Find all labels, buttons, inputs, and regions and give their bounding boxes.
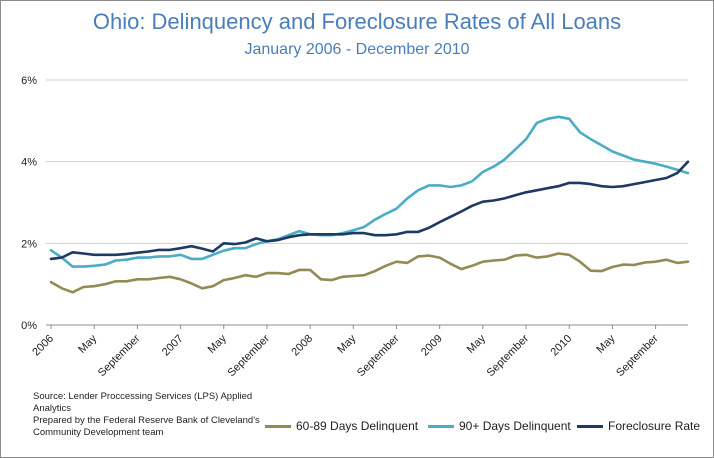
y-tick-label: 0% bbox=[21, 320, 37, 332]
series-line-foreclosure-rate bbox=[49, 160, 690, 261]
source-note: Source: Lender Proccessing Services (LPS… bbox=[33, 391, 293, 439]
legend-item-90-plus: 90+ Days Delinquent bbox=[428, 419, 571, 433]
source-line: Prepared by the Federal Reserve Bank of … bbox=[33, 415, 260, 426]
series-line-60-89-days bbox=[49, 252, 690, 294]
legend-label: Foreclosure Rate bbox=[608, 419, 701, 433]
x-tick-label: September bbox=[614, 332, 661, 379]
x-tick-label: 2008 bbox=[289, 333, 315, 359]
source-line: Analytics bbox=[33, 403, 72, 414]
x-tick-label: September bbox=[96, 332, 143, 379]
y-tick-label: 6% bbox=[21, 75, 37, 87]
x-tick-label: 2007 bbox=[160, 333, 186, 359]
y-tick-label: 4% bbox=[21, 157, 37, 169]
legend-swatch bbox=[577, 424, 603, 428]
source-line: Source: Lender Proccessing Services (LPS… bbox=[33, 391, 253, 402]
legend-label: 90+ Days Delinquent bbox=[459, 419, 571, 433]
source-line: Community Development team bbox=[33, 427, 164, 438]
x-tick-label: May bbox=[594, 332, 618, 356]
legend-item-foreclosure: Foreclosure Rate bbox=[577, 419, 700, 433]
x-tick-label: May bbox=[335, 332, 359, 356]
legend-item-60-89: 60-89 Days Delinquent bbox=[265, 419, 418, 433]
x-tick-label: 2006 bbox=[30, 333, 56, 359]
y-tick-label: 2% bbox=[21, 238, 37, 250]
legend-swatch bbox=[428, 424, 454, 428]
x-tick-label: May bbox=[206, 332, 230, 356]
chart-title: Ohio: Delinquency and Foreclosure Rates … bbox=[92, 9, 622, 34]
x-tick-label: May bbox=[465, 332, 489, 356]
chart-subtitle: January 2006 - December 2010 bbox=[244, 41, 470, 58]
legend-swatch bbox=[265, 424, 291, 428]
x-tick-label: 2009 bbox=[419, 333, 445, 359]
x-tick-label: September bbox=[226, 332, 273, 379]
x-tick-label: September bbox=[355, 332, 402, 379]
x-tick-label: 2010 bbox=[549, 333, 575, 359]
x-tick-label: September bbox=[485, 332, 532, 379]
legend-label: 60-89 Days Delinquent bbox=[296, 419, 419, 433]
x-tick-label: May bbox=[76, 332, 100, 356]
series-line-90-plus-days bbox=[49, 115, 690, 268]
